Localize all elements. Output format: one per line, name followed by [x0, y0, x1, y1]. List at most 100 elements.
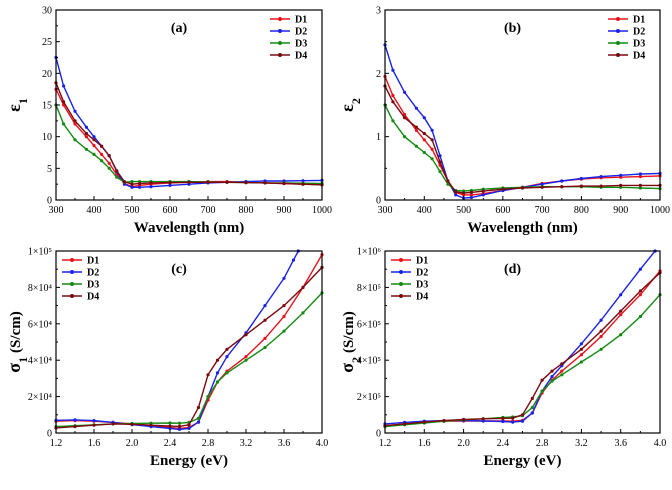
- x-tick-label: 2.8: [536, 438, 549, 449]
- y-tick-label: 0: [47, 429, 52, 440]
- data-point-D4: [92, 138, 96, 142]
- legend-label-D3: D3: [87, 280, 99, 291]
- data-point-D4: [187, 180, 191, 184]
- data-point-D4: [263, 318, 267, 322]
- y-tick-label: 2: [376, 69, 381, 80]
- data-point-D4: [111, 422, 115, 426]
- data-point-D2: [73, 109, 77, 113]
- series-line-D3: [384, 104, 661, 192]
- data-point-D2: [579, 176, 584, 181]
- series-line-D3: [55, 104, 323, 185]
- y-tick-label: 25: [42, 37, 52, 48]
- data-point-D1: [599, 334, 603, 339]
- data-point-D2: [511, 420, 515, 424]
- data-point-D4: [225, 347, 229, 351]
- x-tick-label: 2.4: [164, 438, 177, 449]
- data-point-D2: [130, 185, 134, 189]
- data-point-D4: [206, 180, 210, 184]
- x-tick-label: 700: [201, 205, 216, 216]
- data-point-D4: [282, 181, 286, 186]
- legend-label-D4: D4: [87, 292, 99, 303]
- data-point-D4: [540, 185, 544, 189]
- series-line-D3: [55, 292, 323, 428]
- y-tick-label: 0: [47, 196, 52, 207]
- data-point-D2: [291, 258, 296, 262]
- data-point-D1: [282, 314, 286, 319]
- legend-label-D1: D1: [295, 15, 307, 26]
- x-tick-label: 2.0: [126, 438, 139, 449]
- legend-marker-D3: [70, 282, 74, 286]
- legend-marker-D2: [616, 29, 620, 33]
- x-axis-title: Energy (eV): [150, 453, 228, 469]
- data-point-D2: [550, 375, 554, 379]
- series-line-D1: [55, 88, 323, 188]
- y-tick-label: 8×10⁴: [28, 283, 53, 294]
- legend-marker-D1: [70, 258, 74, 262]
- legend-marker-D4: [70, 294, 74, 298]
- y-tick-label: 30: [42, 6, 52, 17]
- legend-label-D3: D3: [633, 39, 645, 50]
- data-point-D4: [501, 416, 505, 420]
- data-point-D2: [520, 419, 525, 423]
- data-point-D2: [638, 267, 643, 271]
- data-point-D2: [469, 195, 473, 200]
- data-point-D3: [244, 358, 248, 362]
- data-point-D4: [187, 423, 191, 427]
- data-point-D4: [520, 413, 525, 417]
- data-point-D3: [560, 373, 564, 377]
- y-axis-symbol: σ: [4, 363, 24, 373]
- data-point-D4: [391, 100, 395, 104]
- legend-marker-D3: [278, 41, 282, 45]
- data-point-D1: [263, 336, 267, 340]
- data-point-D4: [301, 182, 305, 186]
- data-point-D1: [560, 369, 564, 373]
- data-point-D1: [84, 135, 88, 139]
- x-tick-label: 1.6: [88, 438, 101, 449]
- x-tick-label: 3.6: [614, 438, 627, 449]
- legend-label-D1: D1: [633, 15, 645, 26]
- y-tick-label: 0: [376, 196, 381, 207]
- series-line-D3: [384, 294, 661, 428]
- data-point-D1: [403, 112, 407, 117]
- data-point-D4: [599, 184, 603, 188]
- data-point-D3: [263, 345, 267, 350]
- y-axis-subscript: 2: [349, 98, 363, 104]
- data-point-D2: [168, 183, 172, 187]
- data-point-D1: [619, 313, 623, 317]
- data-point-D2: [73, 418, 77, 422]
- x-tick-label: 500: [125, 205, 140, 216]
- x-tick-label: 1000: [312, 205, 332, 216]
- data-point-D4: [130, 422, 134, 426]
- chart-panel-0: 300 400 500 600 700 800 900 1000 0 5 10 15 20 25 30 Wav…: [4, 6, 332, 237]
- y-tick-label: 0: [376, 429, 381, 440]
- x-tick-label: 800: [239, 205, 254, 216]
- data-point-D4: [263, 181, 267, 185]
- data-point-D3: [391, 119, 395, 123]
- legend-marker-D2: [70, 270, 74, 274]
- data-point-D2: [619, 173, 623, 177]
- data-point-D2: [92, 135, 96, 139]
- data-point-D2: [225, 355, 229, 359]
- data-point-D2: [430, 128, 434, 132]
- data-point-D4: [550, 369, 554, 373]
- data-point-D4: [422, 131, 426, 136]
- data-point-D4: [196, 405, 201, 410]
- data-point-D1: [244, 355, 248, 359]
- data-point-D2: [599, 318, 603, 322]
- y-axis-symbol: ε: [4, 104, 24, 112]
- data-point-D4: [84, 131, 88, 136]
- x-tick-label: 300: [378, 205, 393, 216]
- x-tick-label: 1.6: [418, 438, 431, 449]
- data-point-D4: [442, 419, 446, 423]
- x-tick-label: 600: [163, 205, 178, 216]
- data-point-D3: [619, 333, 623, 337]
- data-point-D4: [469, 190, 473, 194]
- y-tick-label: 1×10⁶: [357, 247, 382, 258]
- x-tick-label: 800: [574, 205, 589, 216]
- data-point-D3: [430, 157, 434, 161]
- data-point-D2: [168, 426, 172, 430]
- data-point-D2: [540, 182, 544, 186]
- data-point-D3: [73, 138, 77, 142]
- data-point-D4: [501, 187, 505, 191]
- data-point-D3: [530, 405, 534, 410]
